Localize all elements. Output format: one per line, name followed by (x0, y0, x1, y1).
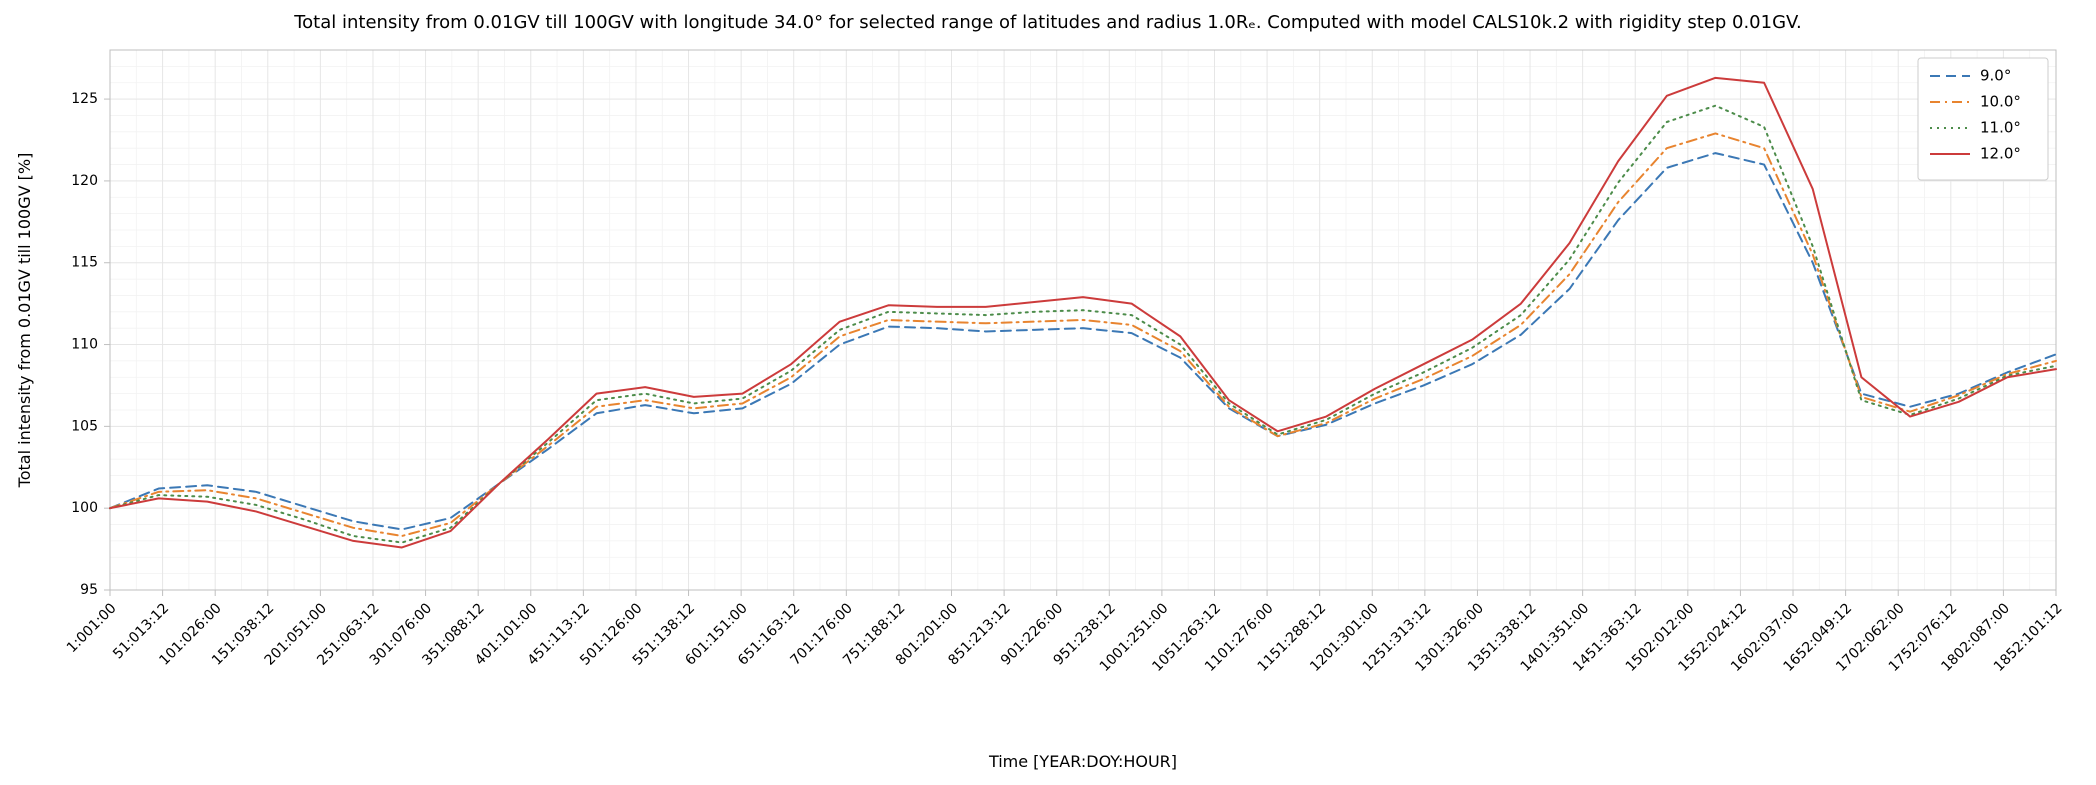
chart-title: Total intensity from 0.01GV till 100GV w… (293, 12, 1802, 33)
chart-container: 951001051101151201251:001:0051:013:12101… (0, 0, 2096, 785)
y-tick-label: 110 (71, 337, 98, 353)
legend: 9.0° 10.0° 11.0° 12.0° (1918, 58, 2048, 180)
y-tick-label: 100 (71, 500, 98, 516)
y-tick-label: 115 (71, 255, 98, 271)
y-tick-label: 120 (71, 173, 98, 189)
y-tick-label: 125 (71, 91, 98, 107)
line-chart: 951001051101151201251:001:0051:013:12101… (0, 0, 2096, 785)
x-axis-label: Time [YEAR:DOY:HOUR] (988, 752, 1177, 771)
y-tick-label: 105 (71, 418, 98, 434)
legend-label: 12.0° (1980, 145, 2021, 163)
legend-label: 11.0° (1980, 119, 2021, 137)
y-axis-label: Total intensity from 0.01GV till 100GV [… (15, 153, 34, 489)
legend-label: 10.0° (1980, 93, 2021, 111)
y-tick-label: 95 (80, 582, 98, 598)
legend-label: 9.0° (1980, 67, 2011, 85)
